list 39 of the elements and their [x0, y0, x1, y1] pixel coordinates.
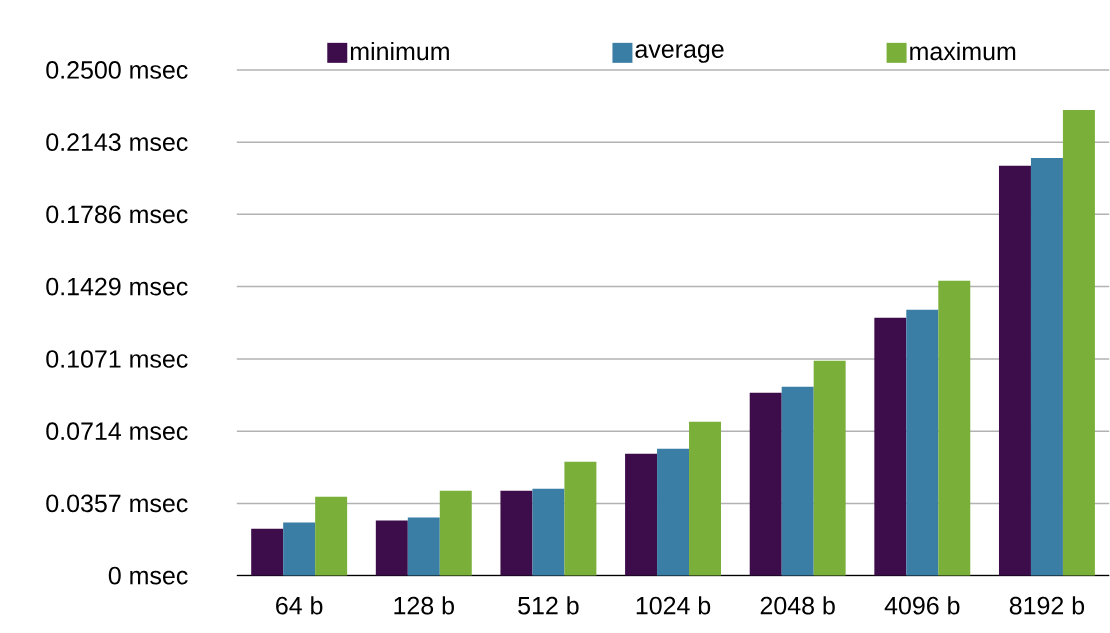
- legend-label: average: [635, 44, 724, 64]
- y-tick-label: 0.2143 msec: [46, 133, 188, 152]
- y-tick-label: 0.2500 msec: [46, 61, 188, 80]
- bar: [564, 461, 597, 576]
- bar: [532, 488, 565, 576]
- y-tick-label: 0.1429 msec: [46, 277, 188, 296]
- bar: [938, 280, 971, 576]
- x-tick-label: 128 b: [394, 596, 454, 615]
- bar: [781, 386, 814, 576]
- bar: [749, 392, 782, 576]
- legend-label: minimum: [350, 42, 449, 61]
- bar: [500, 490, 533, 576]
- bar: [407, 517, 440, 576]
- bar: [657, 449, 690, 576]
- y-tick-label: 0.0714 msec: [46, 422, 188, 441]
- x-tick-label: 512 b: [518, 596, 579, 615]
- x-tick-label: 4096 b: [884, 596, 960, 615]
- bar: [375, 520, 408, 576]
- y-tick-label: 0.1786 msec: [46, 205, 188, 224]
- bar: [315, 496, 348, 576]
- bar: [874, 317, 907, 576]
- bar: [689, 421, 722, 576]
- legend-label: maximum: [910, 42, 1016, 61]
- bar: [906, 310, 939, 576]
- bar: [251, 528, 284, 576]
- x-tick-label: 8192 b: [1009, 596, 1085, 615]
- bar: [998, 166, 1031, 576]
- bar: [1062, 110, 1095, 576]
- bar: [813, 361, 846, 576]
- bar: [1030, 158, 1063, 576]
- x-tick-label: 2048 b: [760, 596, 835, 615]
- x-tick-label: 64 b: [276, 596, 323, 615]
- y-tick-label: 0 msec: [108, 566, 188, 585]
- y-tick-label: 0.0357 msec: [46, 494, 188, 513]
- bar: [625, 453, 658, 576]
- y-tick-label: 0.1071 msec: [46, 350, 188, 369]
- bar: [283, 522, 316, 576]
- x-tick-label: 1024 b: [636, 596, 711, 615]
- bar: [439, 490, 472, 576]
